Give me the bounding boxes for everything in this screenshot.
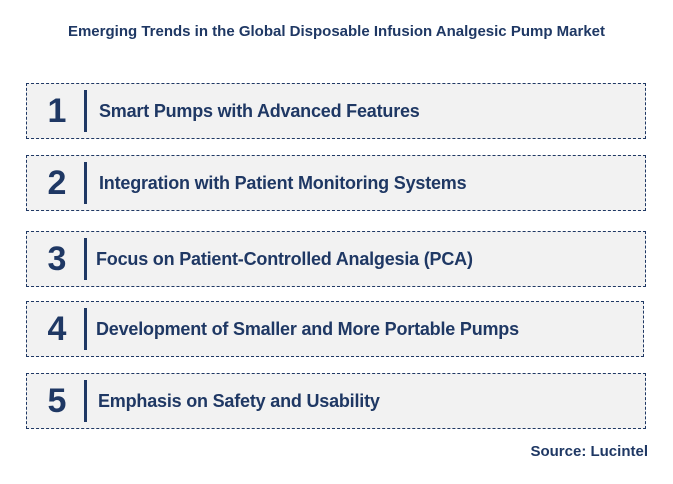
- trend-label: Integration with Patient Monitoring Syst…: [99, 172, 467, 193]
- divider-bar: [84, 162, 87, 204]
- diagram-title: Emerging Trends in the Global Disposable…: [67, 23, 606, 40]
- trend-label: Smart Pumps with Advanced Features: [99, 100, 420, 121]
- trend-number: 4: [47, 309, 67, 348]
- trend-label: Development of Smaller and More Portable…: [96, 318, 519, 339]
- trend-label: Focus on Patient-Controlled Analgesia (P…: [96, 248, 473, 269]
- divider-bar: [84, 238, 87, 280]
- trend-label: Emphasis on Safety and Usability: [98, 390, 380, 411]
- trend-number: 1: [47, 91, 67, 130]
- trend-number: 3: [47, 239, 67, 278]
- trend-item-3: 3 Focus on Patient-Controlled Analgesia …: [26, 231, 646, 287]
- trend-item-5: 5 Emphasis on Safety and Usability: [26, 373, 646, 429]
- divider-bar: [84, 90, 87, 132]
- trend-number: 5: [47, 381, 67, 420]
- trend-item-1: 1 Smart Pumps with Advanced Features: [26, 83, 646, 139]
- divider-bar: [84, 308, 87, 350]
- trend-item-2: 2 Integration with Patient Monitoring Sy…: [26, 155, 646, 211]
- trend-item-4: 4 Development of Smaller and More Portab…: [26, 301, 644, 357]
- trend-number: 2: [47, 163, 67, 202]
- divider-bar: [84, 380, 87, 422]
- source-credit: Source: Lucintel: [530, 443, 648, 460]
